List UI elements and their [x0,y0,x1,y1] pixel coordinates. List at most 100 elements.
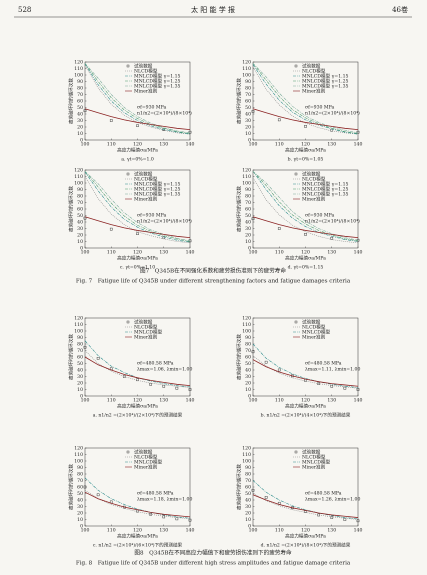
y-tick-label: 120 [242,60,251,66]
x-axis-label: 高应力幅值σa/MPa [285,533,326,540]
y-tick-label: 0 [248,394,251,400]
data-point [317,382,320,385]
y-tick-label: 70 [245,200,251,206]
x-tick-label: 100 [249,528,258,534]
legend-label: Miner准则 [134,196,158,203]
y-tick-label: 0 [80,524,83,530]
annotation: λmax=1.18, λmin=1.00 [137,497,192,503]
data-point [136,124,139,127]
data-point [109,119,113,122]
data-point [251,110,255,113]
data-point [304,233,307,236]
y-tick-label: 110 [242,66,251,72]
series-line [252,480,359,520]
series-line [84,216,191,238]
y-tick-label: 110 [74,174,83,180]
legend-label: MNLCD模型 γ=1.25 [134,78,181,85]
data-point [277,368,281,372]
y-tick-label: 110 [242,174,251,180]
x-tick-label: 120 [301,142,310,148]
x-tick-label: 120 [301,250,310,256]
data-point [343,386,347,390]
data-point [136,378,139,382]
x-tick-label: 140 [186,528,195,534]
y-tick-label: 10 [77,131,83,137]
data-point [251,350,255,354]
legend-label: Miner准则 [134,334,158,341]
page-number: 528 [18,6,31,14]
y-tick-label: 100 [242,459,251,465]
y-tick-label: 40 [77,112,83,118]
y-tick-label: 70 [245,348,251,354]
data-point [264,496,268,499]
data-point [251,488,255,492]
y-tick-label: 60 [77,99,83,105]
y-axis-label: 疲劳破坏时的循环次数 [236,464,243,510]
legend-marker [294,64,298,68]
x-tick-label: 120 [301,398,310,404]
y-tick-label: 110 [242,452,251,458]
series-line [252,216,359,238]
x-tick-label: 120 [301,528,310,534]
x-tick-label: 110 [275,142,284,148]
data-point [330,236,334,240]
y-tick-label: 80 [245,342,251,348]
x-axis-label: 高应力幅值σa/MPa [117,533,158,540]
panel-caption: a. γt=0%=1.0 [121,157,154,163]
x-tick-label: 120 [133,250,142,256]
y-tick-label: 20 [77,125,83,131]
x-tick-label: 130 [159,250,168,256]
y-tick-label: 120 [74,168,83,174]
legend-label: NLCD模型 [302,68,326,75]
data-point [356,388,360,391]
data-point [343,518,347,521]
series-line [252,63,359,134]
legend-label: NLCD模型 [134,324,158,331]
legend-label: MNLCD模型 γ=1.35 [302,83,349,90]
annotation: σf=930 MPa [305,105,335,111]
y-tick-label: 120 [74,446,83,452]
y-tick-label: 110 [242,322,251,328]
y-tick-label: 40 [77,368,83,374]
y-tick-label: 100 [242,329,251,335]
y-tick-label: 50 [245,491,251,497]
y-tick-label: 120 [242,446,251,452]
legend-marker [294,320,298,324]
data-point [188,518,192,522]
x-tick-label: 100 [81,398,90,404]
x-tick-label: 110 [107,142,116,148]
data-point [175,386,179,390]
y-tick-label: 50 [77,213,83,219]
panel-caption: d. γt=0%=1.15 [288,265,324,271]
series-line [252,359,359,387]
y-tick-label: 70 [77,200,83,206]
series-line [84,477,191,519]
annotation: λmax=1.11, λmin=1.00 [305,367,360,373]
panel-caption: d. n1/n2 =(2×10⁴)/(8×10⁴)下的预测结果 [261,542,351,549]
y-tick-label: 100 [74,329,83,335]
legend-label: 试验数据 [302,449,321,456]
y-tick-label: 100 [242,73,251,79]
y-tick-label: 90 [245,465,251,471]
data-point [175,517,179,521]
x-tick-label: 110 [275,528,284,534]
y-tick-label: 0 [80,138,83,144]
x-tick-label: 130 [159,528,168,534]
legend-label: MNLCD模型 γ=1.25 [302,78,349,85]
legend-label: 试验数据 [134,319,153,326]
panel-caption: c. n1/n2 =(2×10⁴)/(6×10⁴)下的预测结果 [93,542,183,549]
series-line [252,177,359,244]
y-tick-label: 70 [245,478,251,484]
y-tick-label: 20 [245,381,251,387]
y-tick-label: 90 [245,187,251,193]
y-tick-label: 80 [77,194,83,200]
y-tick-label: 120 [74,316,83,322]
y-tick-label: 110 [74,452,83,458]
panel-caption: b. γt=0%=1.05 [288,157,324,163]
legend-label: MNLCD模型 [134,329,163,336]
